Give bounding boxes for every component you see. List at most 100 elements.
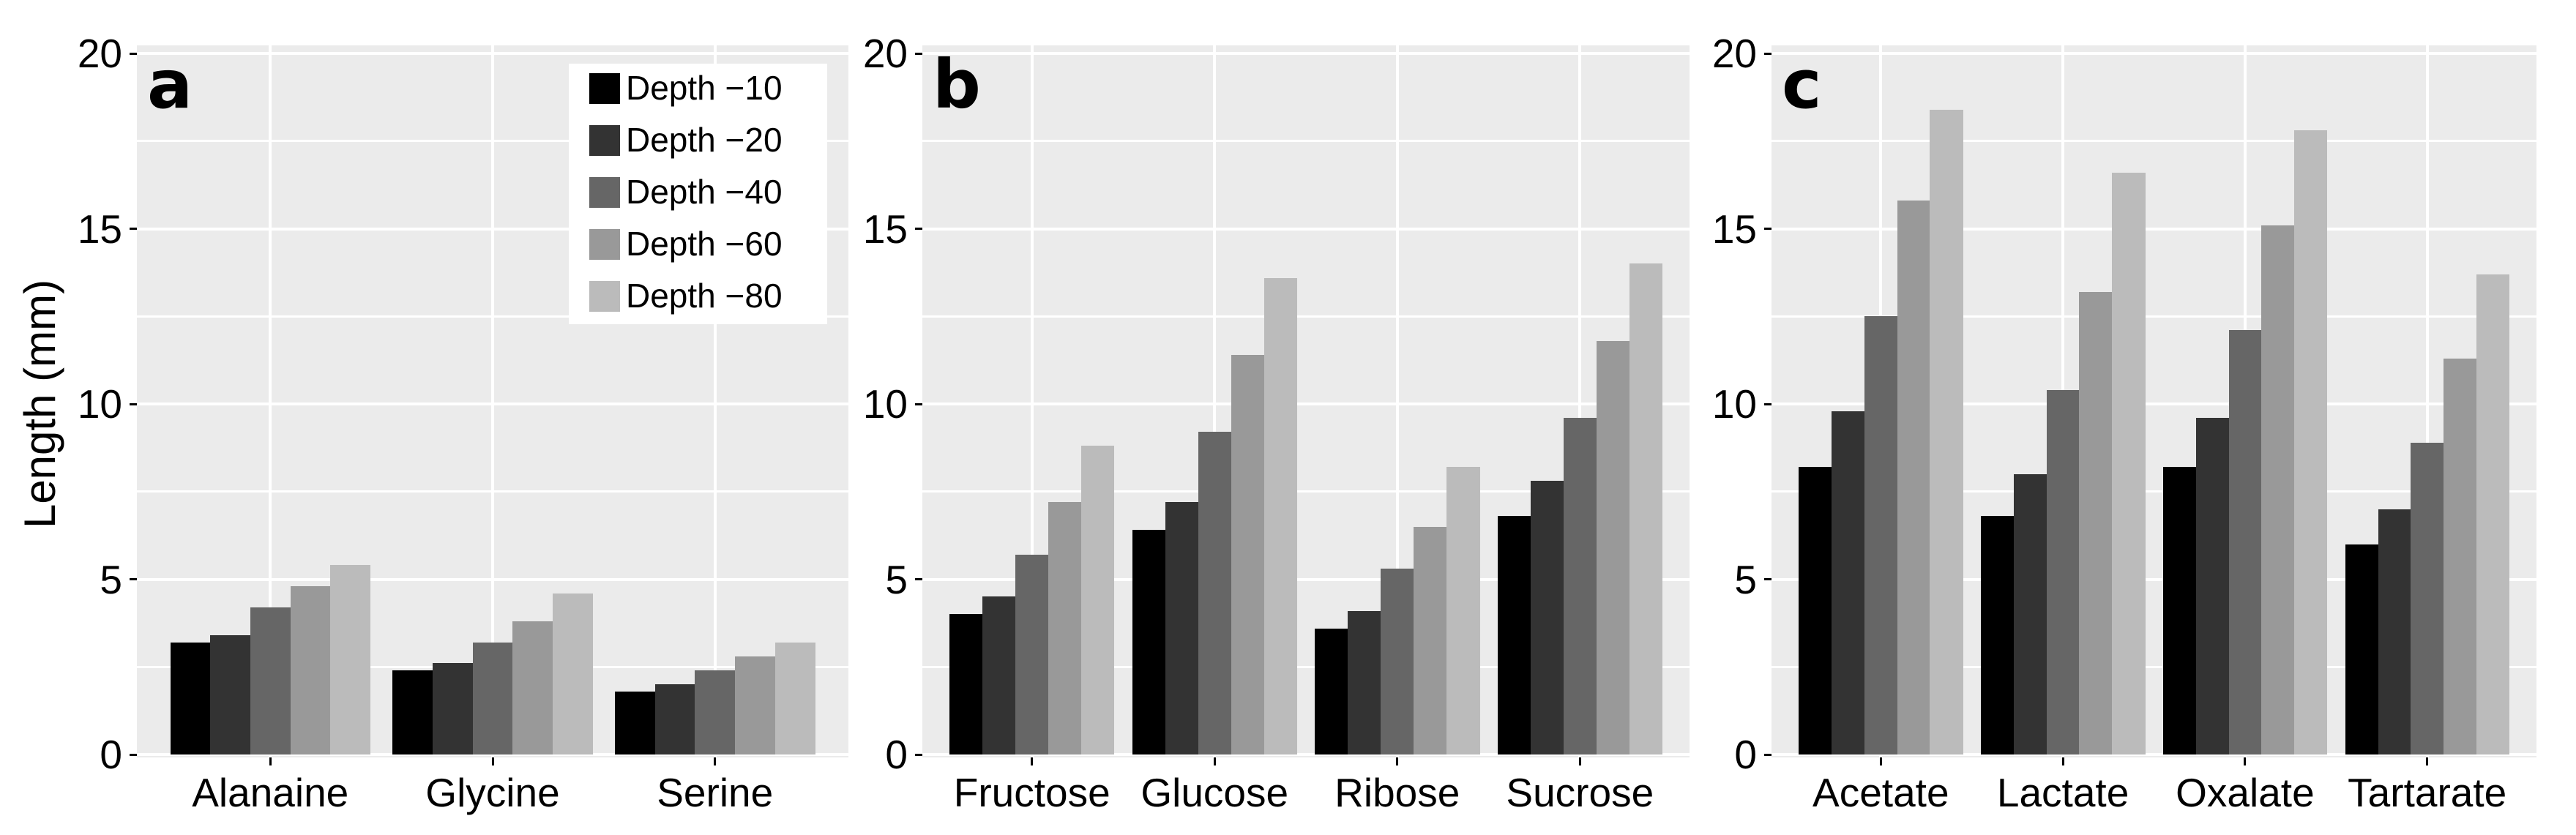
bar-alanaine-2 xyxy=(210,635,251,755)
x-tick xyxy=(714,757,717,765)
bar-serine-2 xyxy=(654,684,695,755)
y-tick-label: 10 xyxy=(1711,381,1757,427)
legend-swatch xyxy=(589,229,620,260)
bar-lactate-2 xyxy=(2013,473,2047,755)
bar-ribose-3 xyxy=(1381,569,1414,755)
bar-ribose-4 xyxy=(1414,526,1447,755)
x-tick-label: Glycine xyxy=(425,770,560,815)
bar-alanaine-3 xyxy=(250,607,291,755)
x-tick-label: Sucrose xyxy=(1506,770,1654,815)
legend-item: Depth −80 xyxy=(589,277,827,328)
bar-lactate-1 xyxy=(1981,516,2015,755)
bar-alanaine-1 xyxy=(170,642,211,755)
y-tick-label: 20 xyxy=(77,31,122,76)
gridline-vertical xyxy=(1578,45,1582,757)
bar-oxalate-5 xyxy=(2294,130,2328,755)
bar-glycine-2 xyxy=(432,663,474,755)
gridline-minor xyxy=(922,490,1690,493)
bar-tartarate-3 xyxy=(2411,442,2444,755)
bar-glucose-2 xyxy=(1165,502,1199,755)
bar-fructose-2 xyxy=(982,596,1016,755)
y-tick-label: 10 xyxy=(77,381,122,427)
gridline-minor xyxy=(1772,490,2536,493)
x-tick xyxy=(269,757,272,765)
plot-panel-b xyxy=(922,45,1690,757)
y-tick-label: 15 xyxy=(1711,206,1757,252)
y-tick xyxy=(1764,402,1772,405)
bar-tartarate-5 xyxy=(2476,274,2510,755)
y-tick xyxy=(915,52,922,55)
gridline-major xyxy=(922,52,1690,55)
bar-lactate-3 xyxy=(2046,389,2080,755)
bar-glucose-4 xyxy=(1231,354,1265,755)
y-tick xyxy=(130,228,137,230)
y-tick xyxy=(1764,753,1772,756)
bar-glucose-3 xyxy=(1198,432,1232,755)
bar-serine-4 xyxy=(735,656,776,755)
bar-fructose-5 xyxy=(1081,446,1115,755)
y-tick-label: 5 xyxy=(885,556,908,602)
y-tick xyxy=(1764,52,1772,55)
y-tick xyxy=(1764,578,1772,580)
x-tick xyxy=(1213,757,1216,765)
y-tick xyxy=(915,228,922,230)
bar-tartarate-4 xyxy=(2444,358,2477,755)
bar-fructose-1 xyxy=(949,614,983,755)
x-tick-label: Lactate xyxy=(1996,770,2129,815)
x-tick-label: Acetate xyxy=(1812,770,1949,815)
panel-letter-c: c xyxy=(1782,45,1822,124)
gridline-minor xyxy=(922,315,1690,318)
y-tick-label: 15 xyxy=(862,206,908,252)
bar-tartarate-2 xyxy=(2378,509,2411,755)
bar-acetate-1 xyxy=(1799,467,1832,755)
legend-label: Depth −80 xyxy=(626,277,783,315)
y-tick xyxy=(915,402,922,405)
y-tick-label: 0 xyxy=(100,732,122,777)
x-tick xyxy=(2244,757,2247,765)
legend-swatch xyxy=(589,177,620,208)
bar-acetate-5 xyxy=(1930,109,1963,755)
x-tick-label: Glucose xyxy=(1140,770,1289,815)
y-tick-label: 20 xyxy=(1711,31,1757,76)
bar-serine-3 xyxy=(695,670,736,755)
legend-label: Depth −20 xyxy=(626,121,783,159)
legend-item: Depth −60 xyxy=(589,225,827,276)
gridline-minor xyxy=(1772,665,2536,668)
bar-fructose-3 xyxy=(1015,554,1049,755)
y-tick-label: 5 xyxy=(1734,556,1757,602)
legend-item: Depth −40 xyxy=(589,173,827,224)
y-tick-label: 0 xyxy=(885,732,908,777)
bar-sucrose-4 xyxy=(1596,340,1630,755)
gridline-major xyxy=(922,227,1690,231)
y-tick-label: 10 xyxy=(862,381,908,427)
legend-label: Depth −60 xyxy=(626,225,783,263)
bar-alanaine-4 xyxy=(290,586,331,755)
x-tick-label: Ribose xyxy=(1334,770,1460,815)
plot-panel-c xyxy=(1772,45,2536,757)
gridline-vertical xyxy=(2425,45,2429,757)
bar-glycine-4 xyxy=(512,621,553,755)
bar-sucrose-1 xyxy=(1498,516,1531,755)
bar-serine-5 xyxy=(774,642,815,755)
y-tick xyxy=(915,753,922,756)
gridline-vertical xyxy=(269,45,272,757)
x-tick xyxy=(2061,757,2064,765)
gridline-minor xyxy=(922,665,1690,668)
legend-label: Depth −10 xyxy=(626,69,783,107)
bar-acetate-2 xyxy=(1832,411,1865,755)
y-tick-label: 20 xyxy=(862,31,908,76)
bar-oxalate-3 xyxy=(2228,330,2262,755)
gridline-vertical xyxy=(713,45,717,757)
bar-oxalate-4 xyxy=(2261,225,2295,755)
gridline-vertical xyxy=(491,45,494,757)
bar-glucose-1 xyxy=(1132,530,1166,755)
x-tick xyxy=(1879,757,1882,765)
bar-glycine-1 xyxy=(392,670,433,755)
legend-item: Depth −10 xyxy=(589,69,827,120)
bar-alanaine-5 xyxy=(330,565,371,755)
x-tick-label: Tartarate xyxy=(2348,770,2507,815)
gridline-major xyxy=(1772,402,2536,405)
gridline-vertical xyxy=(1030,45,1034,757)
gridline-minor xyxy=(1772,315,2536,318)
gridline-major xyxy=(1772,227,2536,231)
